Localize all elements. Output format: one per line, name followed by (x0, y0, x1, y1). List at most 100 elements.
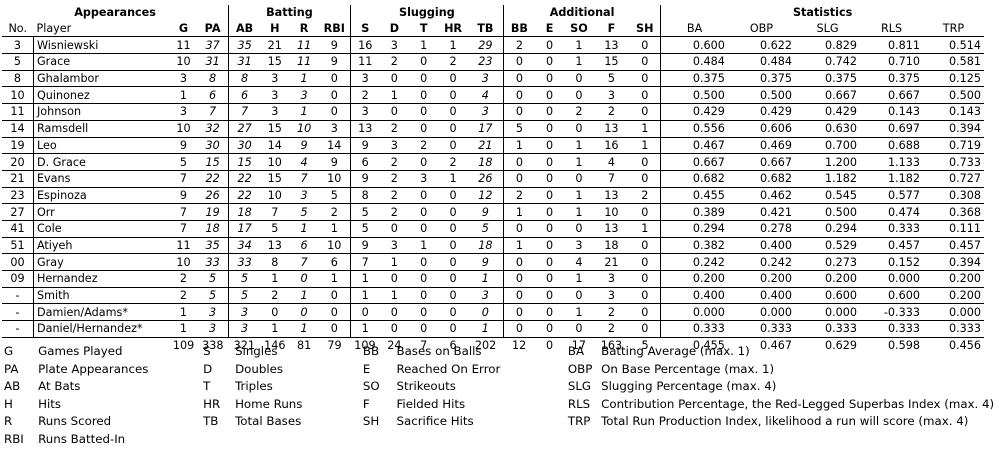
stat-cell-bb: 5 (502, 120, 535, 138)
stat-cell-pa: 8 (197, 70, 229, 88)
player-name-cell: Evans (32, 170, 170, 188)
stat-cell-trp: 0.581 (922, 53, 984, 71)
legend-description: Strikeouts (396, 379, 456, 394)
stat-cell-hr: 0 (438, 320, 468, 338)
stat-cell-r: 4 (289, 153, 319, 171)
stat-cell-bb: 0 (502, 153, 535, 171)
table-row: 3 Wisniewski 11 37 35 21 11 9 16 3 1 1 29 2 0 1 13 0 0.600… (2, 36, 984, 55)
stat-cell-s: 13 (349, 120, 380, 138)
player-name-cell: Espinoza (32, 187, 170, 205)
stat-cell-s: 7 (349, 253, 380, 271)
stat-cell-ba: 0.000 (660, 303, 728, 322)
legend-row: R Runs Scored TB Total Bases SH Sacrifice Hit… (4, 413, 1000, 431)
legend-description: Singles (235, 344, 278, 358)
stat-cell-slg: 0.529 (795, 237, 861, 255)
total-cell: 109 (172, 339, 195, 353)
legend-abbreviation: T (203, 379, 211, 394)
player-name-cell: D. Grace (32, 153, 170, 171)
stat-cell-rls: 0.667 (860, 86, 923, 105)
player-name-cell: Ramsdell (32, 120, 170, 138)
stat-cell-r: 10 (289, 120, 319, 138)
stat-cell-pa: 5 (197, 270, 229, 288)
stat-cell-ba: 0.294 (660, 220, 728, 238)
stat-cell-hr: 0 (438, 137, 468, 155)
stat-cell-s: 0 (349, 303, 380, 322)
stat-cell-slg: 0.429 (795, 103, 861, 121)
stat-cell-rbi: 0 (318, 103, 351, 121)
stat-cell-rbi: 0 (318, 320, 351, 338)
stat-cell-so: 3 (564, 237, 594, 255)
column-header-pa: PA (197, 20, 229, 38)
total-cell: 163 (600, 339, 623, 353)
table-row: 19 Leo 9 30 30 14 9 14 9 3 2 0 21 1 0 1 16 1 0.467 0.469 0.7… (2, 137, 984, 155)
stat-cell-hr: 0 (438, 103, 468, 121)
stat-cell-hr: 0 (438, 220, 468, 238)
stat-cell-bb: 0 (502, 86, 535, 105)
total-cell: 0 (546, 339, 554, 353)
stat-cell-r: 1 (289, 320, 319, 338)
legend-description: At Bats (38, 379, 81, 394)
table-row: 51 Atiyeh 11 35 34 13 6 10 9 3 1 0 18 1 0 3 18 0 0.382 0.40… (2, 237, 984, 255)
stat-cell-ab: 3 (228, 320, 261, 338)
stat-cell-bb: 0 (502, 320, 535, 338)
stat-cell-t: 0 (409, 203, 439, 221)
legend-row: H Hits HR Home Runs F Fielded Hits RLS Contribu… (4, 396, 1000, 414)
stat-cell-rbi: 10 (318, 170, 351, 188)
stat-cell-so: 0 (564, 287, 594, 305)
stat-cell-rls: 0.000 (860, 270, 923, 288)
stat-cell-bb: 1 (502, 137, 535, 155)
stat-cell-e: 0 (534, 86, 565, 105)
stat-cell-bb: 0 (502, 287, 535, 305)
column-header-row: No. Player G PA AB H R RBI S D T HR TB BB E SO F SH BA OBP S… (2, 20, 984, 38)
stat-cell-so: 1 (564, 36, 594, 55)
stat-cell-ba: 0.682 (660, 170, 728, 188)
stat-cell-slg: 0.375 (795, 70, 861, 88)
stat-cell-hr: 0 (438, 187, 468, 205)
stat-cell-h: 15 (260, 170, 290, 188)
stat-cell-f: 10 (593, 203, 630, 221)
player-number-cell: 11 (2, 103, 34, 121)
stat-cell-rbi: 0 (318, 70, 351, 88)
legend-description: Reached On Error (396, 361, 501, 376)
legend-description: Games Played (38, 344, 123, 358)
table-row: 8 Ghalambor 3 8 8 3 1 0 3 0 0 0 3 0 0 0 5 0 0.375 0.375 0.37… (2, 70, 984, 88)
stat-cell-h: 1 (260, 320, 290, 338)
stat-cell-slg: 0.500 (795, 203, 861, 221)
stat-cell-slg: 0.700 (795, 137, 861, 155)
legend-abbreviation: RBI (4, 431, 24, 446)
stat-cell-f: 15 (593, 53, 630, 71)
stat-cell-trp: 0.111 (922, 220, 984, 238)
stat-cell-rbi: 9 (318, 36, 351, 55)
stat-cell-rls: 0.697 (860, 120, 923, 138)
stat-cell-trp: 0.000 (922, 303, 984, 322)
total-cell: 79 (327, 339, 342, 353)
stat-cell-ab: 5 (228, 287, 261, 305)
stat-cell-obp: 0.242 (727, 253, 795, 271)
stat-cell-ab: 30 (228, 137, 261, 155)
stat-cell-obp: 0.606 (727, 120, 795, 138)
column-header-h: H (260, 20, 290, 38)
stat-cell-rbi: 2 (318, 203, 351, 221)
stat-cell-tb: 5 (467, 220, 504, 238)
stat-cell-trp: 0.333 (922, 320, 984, 338)
stat-cell-so: 1 (564, 303, 594, 322)
stat-cell-trp: 0.514 (922, 36, 984, 55)
stat-cell-tb: 3 (467, 103, 504, 121)
legend-abbreviation: OBP (567, 361, 593, 376)
stat-cell-g: 9 (169, 187, 198, 205)
stat-cell-slg: 0.545 (795, 187, 861, 205)
stat-cell-pa: 35 (197, 237, 229, 255)
stat-cell-obp: 0.469 (727, 137, 795, 155)
stat-cell-trp: 0.200 (922, 287, 984, 305)
stat-cell-e: 0 (534, 303, 565, 322)
stat-cell-obp: 0.200 (727, 270, 795, 288)
stat-cell-sh: 0 (629, 203, 661, 221)
stat-cell-d: 2 (379, 120, 410, 138)
legend-description: Bases on Balls (396, 344, 482, 358)
total-cell: 0.598 (887, 339, 920, 353)
totals-row: 109 338 321 146 81 79 109 24 7 6 202 12 0 17 163 5 0.455… (2, 337, 984, 353)
stat-cell-so: 1 (564, 53, 594, 71)
stat-cell-ab: 18 (228, 203, 261, 221)
stat-cell-rls: 0.333 (860, 220, 923, 238)
stat-cell-r: 1 (289, 220, 319, 238)
